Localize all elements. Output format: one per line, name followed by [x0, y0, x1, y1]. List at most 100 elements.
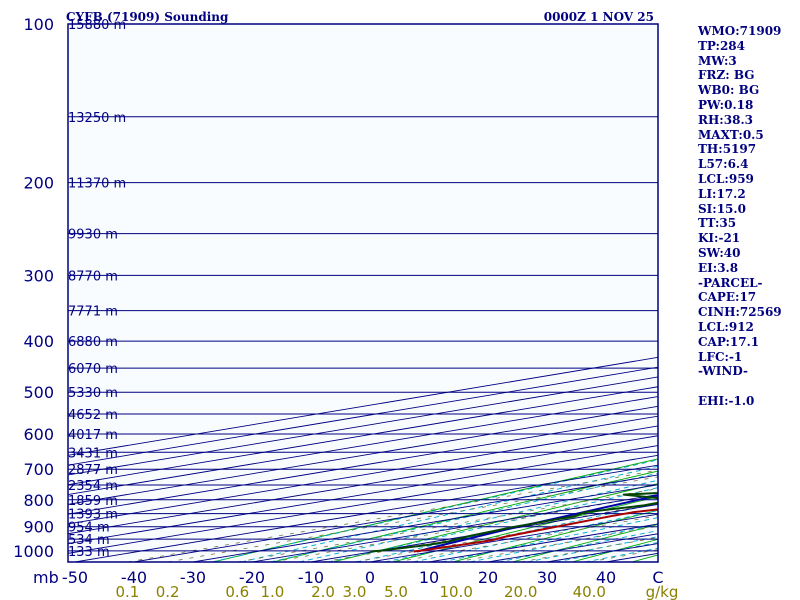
index-line: TT:35 [698, 216, 737, 231]
index-line: MAXT:0.5 [698, 127, 764, 142]
isotherm-line [68, 415, 658, 515]
mixing-ratio-tick-label: 0.2 [156, 583, 180, 600]
height-label: 13250 m [68, 111, 126, 126]
isotherm-line [68, 454, 658, 554]
height-label: 4652 m [68, 408, 118, 423]
moist-adiabat-line [441, 517, 658, 562]
dry-adiabat-line [332, 483, 658, 562]
pressure-tick-label: 1000 [13, 542, 54, 561]
temperature-tick-label: -40 [121, 568, 147, 587]
height-label: 15880 m [68, 18, 126, 33]
height-label: 1393 m [68, 508, 118, 523]
moist-adiabat-line [241, 465, 658, 562]
mixing-ratio-tick-label: 0.6 [225, 583, 249, 600]
index-line: CAP:17.1 [698, 334, 760, 349]
temperature-tick-label: -30 [180, 568, 206, 587]
temperature-tick-label: -50 [62, 568, 88, 587]
index-line: LCL:912 [698, 319, 754, 334]
temperature-tick-label: 20 [478, 568, 498, 587]
index-line: TP:284 [698, 38, 746, 53]
mixing-ratio-line [396, 515, 658, 562]
temperature-tick-label: -20 [239, 568, 265, 587]
isotherm-line [68, 445, 658, 545]
dry-adiabat-line [272, 470, 658, 562]
mixing-ratio-tick-label: 40.0 [573, 583, 606, 600]
pressure-tick-label: 500 [23, 383, 54, 402]
index-line: LCL:959 [698, 171, 754, 186]
height-label: 7771 m [68, 305, 118, 320]
mixing-ratio-line [456, 525, 658, 562]
isotherm-line [68, 405, 658, 505]
index-line: KI:-21 [698, 231, 741, 246]
index-line: LI:17.2 [698, 186, 746, 201]
isobars [68, 24, 658, 552]
mixing-ratio-tick-label: 5.0 [384, 583, 408, 600]
pressure-tick-label: 900 [23, 518, 54, 537]
sounding-profiles [370, 492, 658, 553]
height-label: 4017 m [68, 428, 118, 443]
height-label: 2877 m [68, 463, 118, 478]
isotherms [68, 356, 658, 562]
temperature-tick-label: 30 [537, 568, 557, 587]
height-label: 6880 m [68, 335, 118, 350]
dry-adiabat-line [212, 458, 658, 562]
index-line: EHI:-1.0 [698, 393, 755, 408]
height-label: 8770 m [68, 269, 118, 284]
height-label: 2354 m [68, 479, 118, 494]
mixing-ratio-lines [127, 469, 658, 562]
index-line: LFC:-1 [698, 349, 743, 364]
index-line: WB0: BG [698, 83, 760, 98]
isotherm-line [74, 464, 658, 562]
station-title: CYFB (71909) Sounding [66, 10, 229, 24]
temperature-tick-label: -10 [298, 568, 324, 587]
height-label: 133 m [68, 545, 110, 560]
index-line: WMO:71909 [698, 24, 782, 38]
index-line: SI:15.0 [698, 201, 746, 216]
index-line [698, 379, 798, 394]
index-line: -PARCEL- [698, 275, 763, 290]
temperature-tick-label: 10 [419, 568, 439, 587]
height-label: 9930 m [68, 228, 118, 243]
height-label: 6070 m [68, 362, 118, 377]
index-line: RH:38.3 [698, 112, 753, 127]
pressure-tick-label: 300 [23, 266, 54, 285]
index-line: SW:40 [698, 245, 741, 260]
pressure-tick-label: 700 [23, 460, 54, 479]
temperature-trace [413, 508, 658, 553]
height-label: 1859 m [68, 494, 118, 509]
isotherm-line [68, 386, 658, 486]
dry-adiabat-line [392, 496, 658, 562]
index-line: CAPE:17 [698, 290, 757, 305]
indices-panel: WMO:71909 TP:284 MW:3 FRZ: BG WB0: BG PW:0.18… [698, 24, 798, 409]
index-line: TH:5197 [698, 142, 757, 157]
pressure-tick-label: 100 [23, 15, 54, 34]
pressure-tick-label: 600 [23, 425, 54, 444]
temperature-tick-label: 0 [365, 568, 375, 587]
pressure-tick-label: 200 [23, 174, 54, 193]
moist-adiabat-line [211, 459, 658, 562]
pressure-tick-label: 800 [23, 491, 54, 510]
height-label: 3431 m [68, 446, 118, 461]
index-line: MW:3 [698, 53, 737, 68]
dry-adiabat-line [452, 509, 658, 562]
mixing-ratio-tick-label: 1.0 [260, 583, 284, 600]
valid-time: 0000Z 1 NOV 25 [544, 10, 654, 24]
isotherm-line [68, 376, 658, 476]
height-label: 11370 m [68, 177, 126, 192]
pressure-tick-label: 400 [23, 332, 54, 351]
index-line: L57:6.4 [698, 157, 749, 172]
mixing-ratio-tick-label: 3.0 [343, 583, 367, 600]
isotherm-line [68, 425, 658, 525]
mixing-ratio-tick-label: 2.0 [311, 583, 335, 600]
plot-frame [67, 23, 659, 563]
mixing-ratio-tick-label: 10.0 [439, 583, 472, 600]
isotherm-line [68, 435, 658, 535]
index-line: PW:0.18 [698, 97, 754, 112]
isotherm-line [68, 396, 658, 496]
mixing-ratio-tick-label: 0.1 [116, 583, 140, 600]
index-line: -WIND- [698, 364, 748, 379]
pressure-unit-label: mb [33, 568, 59, 587]
